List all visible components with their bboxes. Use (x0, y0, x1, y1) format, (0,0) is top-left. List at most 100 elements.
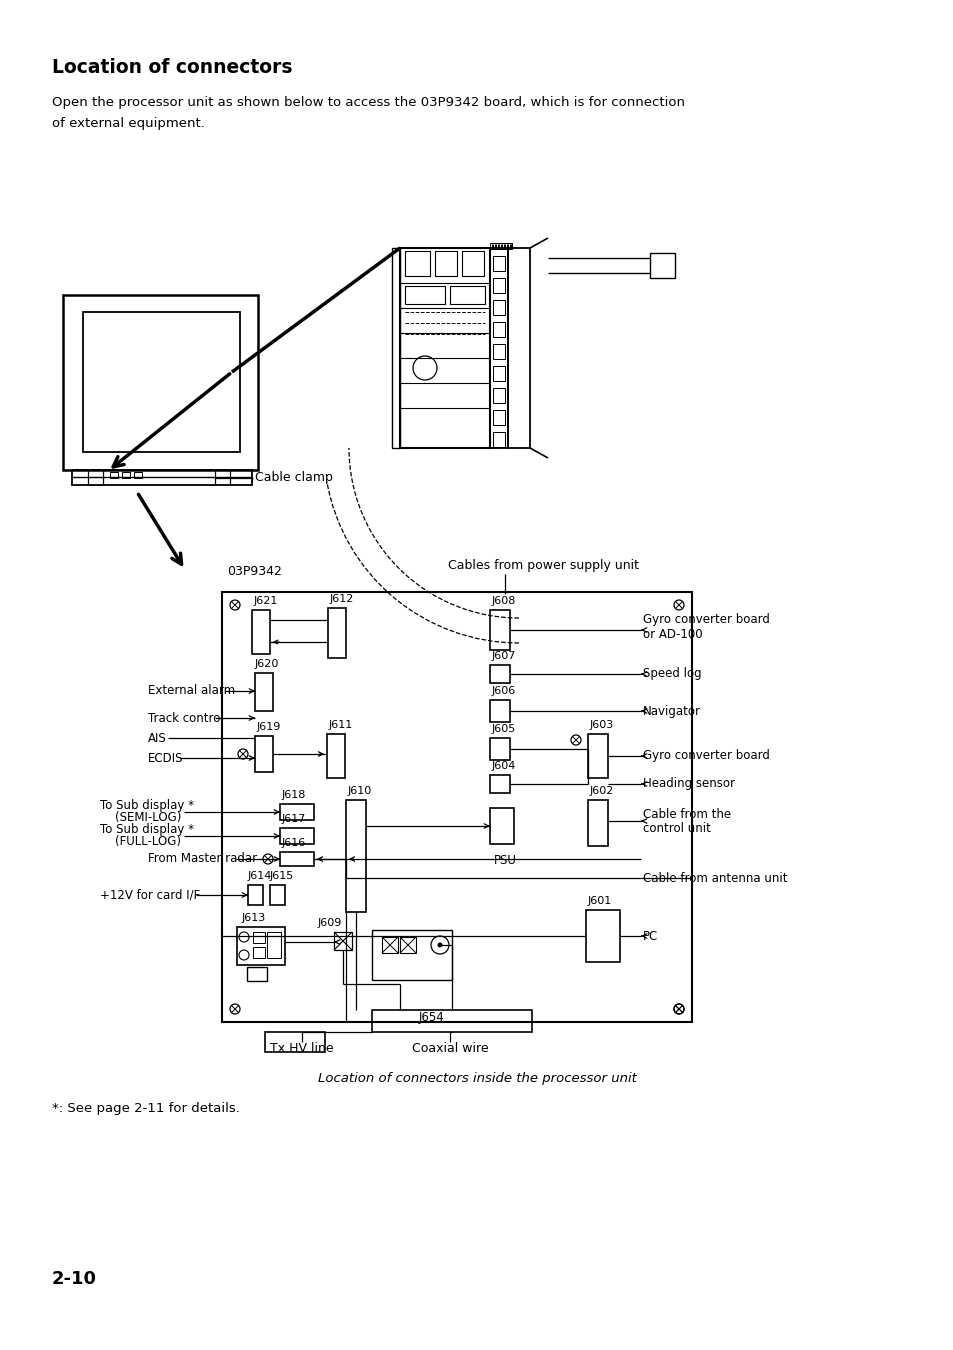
Bar (372, 930, 452, 980)
Text: J611: J611 (329, 720, 353, 730)
Bar (327, 734, 345, 778)
Bar (248, 886, 263, 904)
Text: J605: J605 (492, 724, 516, 734)
Bar (490, 243, 512, 248)
Bar (490, 738, 510, 760)
Bar (493, 366, 504, 381)
Text: J610: J610 (348, 786, 372, 796)
Text: J615: J615 (270, 871, 294, 882)
Bar (253, 931, 265, 944)
Bar (450, 286, 484, 304)
Bar (493, 344, 504, 359)
Text: (FULL-LOG): (FULL-LOG) (115, 836, 181, 849)
Text: ECDIS: ECDIS (148, 752, 183, 764)
Bar (649, 252, 675, 278)
Text: Cables from power supply unit: Cables from power supply unit (448, 559, 639, 572)
Text: +12V for card I/F: +12V for card I/F (100, 888, 200, 902)
Bar (405, 251, 430, 275)
Bar (493, 256, 504, 271)
Bar (490, 701, 510, 722)
Text: J606: J606 (492, 686, 516, 697)
Bar (461, 251, 483, 275)
Bar (254, 736, 273, 772)
Bar (587, 734, 607, 778)
Bar (265, 1031, 325, 1052)
Bar (222, 593, 691, 1022)
Text: Location of connectors: Location of connectors (52, 58, 293, 77)
Bar (253, 946, 265, 958)
Text: J607: J607 (492, 651, 516, 661)
Text: of external equipment.: of external equipment. (52, 117, 205, 130)
Bar (507, 248, 530, 448)
Text: J601: J601 (587, 896, 612, 906)
Text: PC: PC (642, 930, 658, 942)
Bar (83, 312, 240, 452)
Text: J603: J603 (589, 720, 614, 730)
Bar (381, 937, 397, 953)
Bar (280, 805, 314, 819)
Bar (346, 801, 366, 913)
Text: J621: J621 (253, 595, 278, 606)
Bar (493, 278, 504, 293)
Text: PSU: PSU (494, 855, 517, 867)
Bar (435, 251, 456, 275)
Bar (236, 927, 285, 965)
Text: J604: J604 (492, 761, 516, 771)
Bar (247, 967, 267, 981)
Bar (280, 852, 314, 865)
Text: Tx HV line: Tx HV line (270, 1042, 334, 1054)
Bar (122, 472, 130, 478)
Text: control unit: control unit (642, 822, 710, 834)
Bar (490, 666, 510, 683)
Text: J617: J617 (282, 814, 306, 824)
Bar (270, 886, 285, 904)
Bar (110, 472, 118, 478)
Bar (405, 286, 444, 304)
Bar (490, 610, 510, 649)
Bar (328, 608, 346, 657)
Text: J619: J619 (256, 722, 281, 732)
Text: To Sub display *: To Sub display * (100, 824, 193, 837)
Text: J612: J612 (330, 594, 354, 603)
Text: J654: J654 (418, 1011, 444, 1025)
Text: (SEMI-LOG): (SEMI-LOG) (115, 811, 181, 825)
Text: or AD-100: or AD-100 (642, 628, 702, 640)
Bar (399, 937, 416, 953)
Bar (399, 248, 490, 448)
Text: J608: J608 (492, 595, 516, 606)
Bar (267, 931, 281, 958)
Bar (493, 387, 504, 404)
Bar (372, 1010, 532, 1031)
Bar (493, 432, 504, 447)
Bar (392, 248, 399, 448)
Bar (493, 323, 504, 338)
Text: 03P9342: 03P9342 (227, 566, 281, 578)
Text: J609: J609 (317, 918, 342, 927)
Text: Gyro converter board: Gyro converter board (642, 613, 769, 626)
Text: Location of connectors inside the processor unit: Location of connectors inside the proces… (317, 1072, 636, 1085)
Text: J616: J616 (282, 838, 306, 848)
Bar (493, 410, 504, 425)
Text: Cable clamp: Cable clamp (254, 471, 333, 485)
Bar (133, 472, 142, 478)
Text: Open the processor unit as shown below to access the 03P9342 board, which is for: Open the processor unit as shown below t… (52, 96, 684, 109)
Bar (490, 248, 507, 448)
Text: J613: J613 (242, 913, 266, 923)
Bar (280, 828, 314, 844)
Text: *: See page 2-11 for details.: *: See page 2-11 for details. (52, 1102, 239, 1115)
Text: External alarm: External alarm (148, 684, 234, 698)
Text: Heading sensor: Heading sensor (642, 778, 734, 791)
Bar (587, 801, 607, 846)
Text: Cable from the: Cable from the (642, 807, 730, 821)
Bar (585, 910, 619, 963)
Text: J614: J614 (248, 871, 273, 882)
Bar (71, 470, 252, 485)
Text: Navigator: Navigator (642, 705, 700, 717)
Bar (334, 931, 352, 950)
Text: J618: J618 (282, 790, 306, 801)
Bar (490, 775, 510, 792)
Bar (254, 674, 273, 711)
Bar (490, 809, 514, 844)
Circle shape (437, 942, 442, 948)
Text: Gyro converter board: Gyro converter board (642, 749, 769, 763)
